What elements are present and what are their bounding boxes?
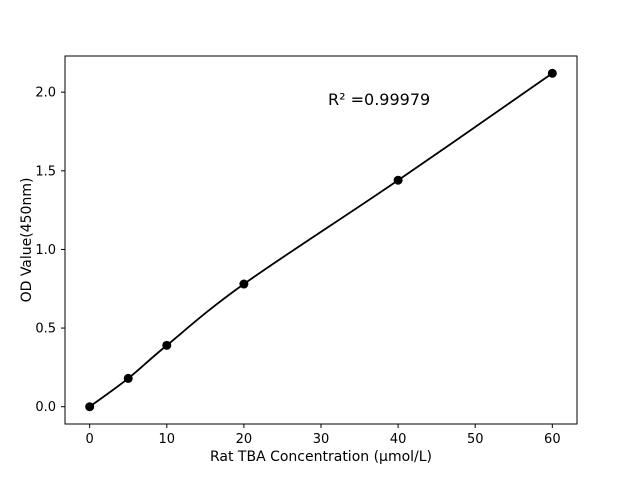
y-axis-label: OD Value(450nm) <box>19 177 35 303</box>
y-tick-label: 1.0 <box>35 243 56 258</box>
data-point <box>239 279 249 289</box>
x-tick-label: 20 <box>236 432 253 447</box>
fit-line <box>89 72 553 408</box>
x-tick-label: 40 <box>390 432 407 447</box>
x-tick-label: 30 <box>313 432 330 447</box>
data-point <box>85 402 95 412</box>
plot-frame <box>64 55 578 425</box>
y-tick-label: 0.0 <box>35 400 56 415</box>
r-squared-annotation: R² =0.99979 <box>328 90 431 109</box>
data-point <box>123 373 133 383</box>
x-tick-label: 10 <box>159 432 176 447</box>
data-point <box>393 175 403 185</box>
x-axis-label: Rat TBA Concentration (μmol/L) <box>209 449 433 465</box>
y-tick-label: 1.5 <box>35 164 56 179</box>
y-tick-label: 0.5 <box>35 322 56 337</box>
data-point <box>547 68 557 78</box>
x-tick-label: 50 <box>467 432 484 447</box>
data-point <box>162 340 172 350</box>
x-tick-label: 0 <box>86 432 94 447</box>
y-tick-label: 2.0 <box>35 86 56 101</box>
x-tick-label: 60 <box>544 432 561 447</box>
